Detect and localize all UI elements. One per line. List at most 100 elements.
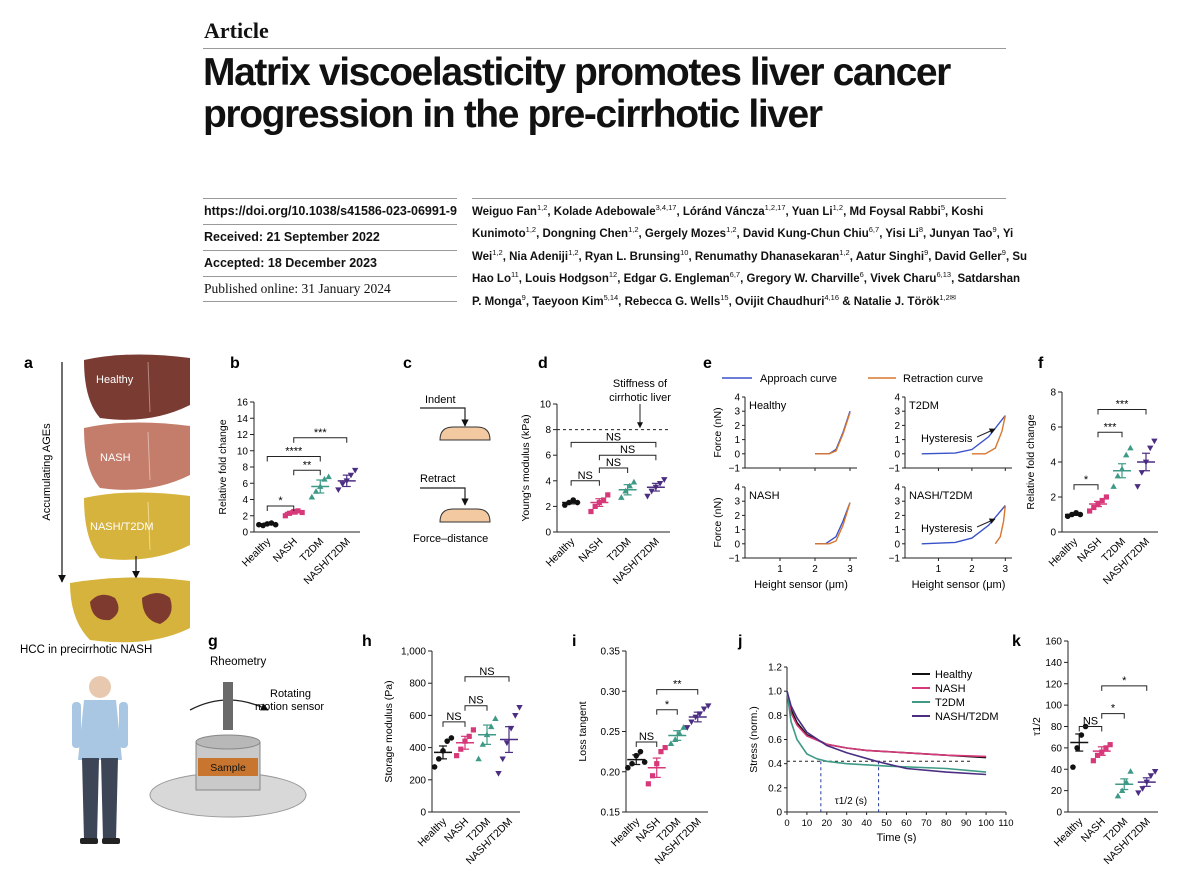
- y-tick-label: 0.4: [768, 759, 782, 770]
- data-point: [562, 502, 568, 508]
- panel-letter-g: g: [208, 633, 218, 650]
- doi-link[interactable]: https://doi.org/10.1038/s41586-023-06991…: [204, 204, 457, 218]
- data-point: [648, 488, 655, 495]
- data-point: [592, 503, 598, 509]
- data-point: [649, 773, 656, 779]
- author-name: Natalie J. Török1,2✉: [853, 292, 957, 308]
- hysteresis-label: Hysteresis: [921, 523, 973, 535]
- significance-label: NS: [606, 457, 621, 469]
- data-point: [705, 703, 712, 710]
- author-name: Yisi Li8: [885, 225, 923, 241]
- significance-bracket: [598, 454, 657, 461]
- significance-bracket: [1078, 726, 1103, 732]
- x-tick-label: 2: [812, 564, 818, 575]
- category-label: NASH: [442, 816, 471, 845]
- tumor-icon: [90, 594, 119, 621]
- y-tick-label: 2: [545, 502, 551, 513]
- x-tick-label: 60: [901, 818, 912, 829]
- data-point: [308, 493, 316, 500]
- afm-curve-retraction: [815, 502, 851, 545]
- data-point: [1134, 484, 1141, 490]
- author-name: Weiguo Fan1,2: [472, 203, 548, 218]
- y-tick-label: 4: [894, 393, 900, 404]
- x-tick-label: 50: [881, 818, 892, 829]
- article-title: Matrix viscoelasticity promotes liver ca…: [203, 51, 951, 136]
- afm-subplot: 4 3 2 1 0 −1 1 2 3 Height sensor (μm) NASH/T2DM Hys…: [889, 483, 1012, 591]
- significance-label: NS: [578, 470, 593, 482]
- y-tick-label: 0: [420, 808, 426, 819]
- panel-letter-f: f: [1038, 355, 1044, 372]
- category-label: NASH: [1075, 536, 1104, 565]
- data-point: [661, 477, 668, 483]
- stress-curve: [786, 691, 987, 773]
- y-axis-label: Force (nN): [712, 497, 724, 547]
- y-tick-label: −1: [729, 554, 741, 565]
- author-name: Kolade Adebowale3,4,17: [553, 203, 677, 218]
- meta-rule-bottom: [203, 301, 457, 302]
- data-point: [286, 510, 293, 516]
- y-tick-label: 6: [242, 479, 248, 490]
- hcc-caption: HCC in precirrhotic NASH: [20, 644, 152, 656]
- data-point: [495, 770, 502, 777]
- legend-retraction: Retraction curve: [903, 373, 983, 385]
- data-point: [1087, 508, 1093, 514]
- data-point: [1147, 445, 1154, 452]
- y-tick-label: 1: [894, 435, 900, 446]
- retract-label: Retract: [420, 473, 455, 485]
- author-name: Ovijit Chaudhuri4,16: [734, 292, 840, 308]
- data-point: [645, 781, 651, 787]
- data-point: [1070, 764, 1076, 770]
- data-point: [272, 521, 279, 528]
- rheometer-shaft: [223, 682, 233, 730]
- y-tick-label: 0.15: [601, 808, 621, 819]
- author-name: Yuan Li1,2: [791, 203, 844, 218]
- x-tick-label: 3: [847, 564, 853, 575]
- legend-entry: Healthy: [935, 669, 973, 681]
- significance-label: *: [278, 495, 283, 507]
- category-label: Healthy: [415, 815, 449, 849]
- significance-bracket: [1097, 409, 1147, 415]
- data-point: [629, 760, 635, 767]
- category-label: Healthy: [1052, 815, 1086, 849]
- force-distance-label: Force–distance: [413, 533, 488, 545]
- y-tick-label: 0.30: [601, 687, 621, 698]
- panel-letter-j: j: [737, 633, 742, 650]
- x-tick-label: 3: [1003, 564, 1009, 575]
- x-tick-label: 1: [777, 564, 783, 575]
- significance-bracket: [598, 467, 629, 473]
- data-point: [1139, 786, 1146, 792]
- significance-bracket: [293, 437, 348, 443]
- data-point: [1103, 494, 1109, 500]
- data-point: [1147, 773, 1155, 779]
- data-point: [600, 497, 607, 503]
- significance-label: *: [1122, 675, 1127, 687]
- significance-bracket: [1101, 713, 1125, 719]
- y-tick-label: 1: [734, 525, 740, 536]
- liver-healthy-label: Healthy: [96, 374, 134, 386]
- subplot-title: Healthy: [749, 400, 787, 412]
- y-tick-label: 1.2: [768, 663, 782, 674]
- liver-healthy: Healthy: [84, 354, 190, 420]
- y-tick-label: 6: [1050, 423, 1056, 434]
- y-tick-label: 0: [1050, 528, 1056, 539]
- data-point: [458, 746, 464, 752]
- liver-nash-label: NASH: [100, 452, 131, 464]
- significance-bracket: [266, 455, 321, 462]
- y-tick-label: 1: [734, 435, 740, 446]
- significance-label: NS: [468, 695, 483, 707]
- author-name: Md Foysal Rabbi5: [849, 203, 945, 218]
- meta-rule-1: [203, 224, 457, 225]
- y-tick-label: 0: [734, 539, 740, 550]
- significance-label: ***: [1104, 421, 1118, 433]
- sensor-label: Rotating: [270, 688, 311, 700]
- y-tick-label: 400: [409, 743, 426, 754]
- significance-label: *: [1084, 474, 1089, 486]
- significance-label: **: [303, 459, 312, 471]
- data-point: [662, 745, 668, 751]
- data-point: [680, 724, 687, 730]
- data-point: [512, 713, 519, 719]
- stress-curve: [786, 691, 987, 758]
- header-rule: [203, 48, 1006, 49]
